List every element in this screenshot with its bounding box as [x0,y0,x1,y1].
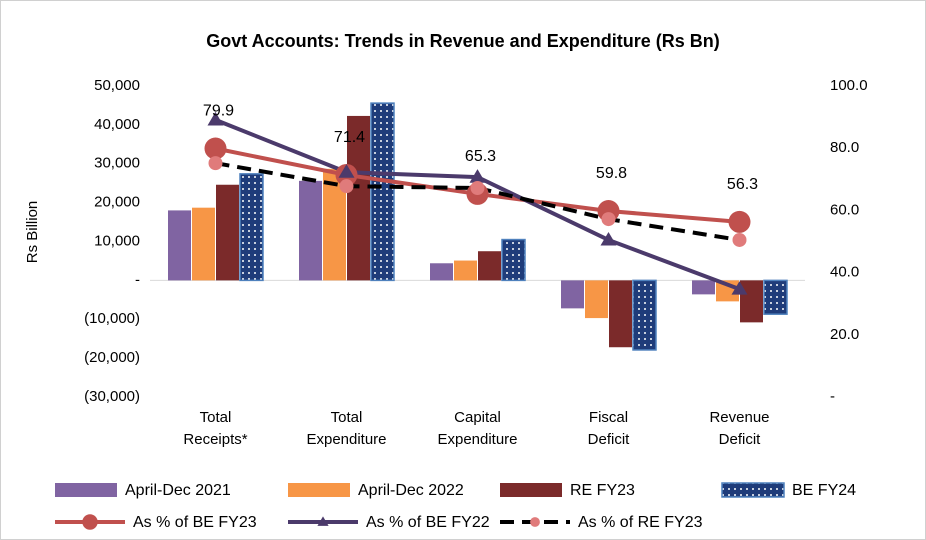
legend-label: BE FY24 [792,482,856,499]
y-tick-label: 20,000 [94,194,140,211]
line-marker [204,137,227,160]
bar [192,207,215,281]
bar [763,279,788,315]
bar [430,263,453,281]
bar [692,280,715,295]
bar [501,238,526,282]
bar [478,251,501,281]
data-label: 79.9 [203,103,234,120]
legend-marker [317,516,329,526]
legend-swatch [721,482,785,498]
y2-tick-label: 60.0 [830,201,859,218]
bar [585,280,608,319]
bar [740,280,763,323]
y-tick-label: (30,000) [84,388,140,405]
y2-tick-label: 20.0 [830,326,859,343]
y2-tick-label: 80.0 [830,139,859,156]
line-marker [338,164,355,178]
line-marker [728,210,751,233]
legend-swatch [288,483,350,497]
x-tick-label: Total [331,409,363,426]
bar [370,102,395,282]
x-tick-label: Receipts* [183,431,247,448]
data-label: 56.3 [727,176,758,193]
x-tick-label: Revenue [709,409,769,426]
y-tick-label: 10,000 [94,232,140,249]
y-tick-label: 50,000 [94,77,140,94]
line-marker [732,232,747,247]
x-tick-label: Total [200,409,232,426]
bar [168,210,191,281]
line-marker [600,231,617,246]
x-tick-label: Deficit [588,431,631,448]
legend-label: April-Dec 2021 [125,482,231,499]
line-marker [731,281,748,295]
line-marker [207,111,224,126]
x-tick-label: Deficit [719,431,762,448]
x-tick-label: Expenditure [306,431,386,448]
line-marker [339,179,354,194]
line-marker [469,169,486,183]
data-label: 65.3 [465,148,496,165]
bar [609,280,632,348]
y-axis-label: Rs Billion [24,201,41,264]
y-tick-label: (10,000) [84,310,140,327]
y-tick-label: - [135,271,140,288]
bar [239,173,264,282]
bar [347,115,370,281]
bar [216,184,239,281]
legend-label: As % of BE FY22 [366,514,490,531]
x-tick-label: Capital [454,409,501,426]
x-tick-label: Expenditure [437,431,517,448]
line-marker [208,156,223,171]
data-label: 59.8 [596,165,627,182]
data-label: 71.4 [334,129,365,146]
legend-swatch [55,483,117,497]
legend-label: As % of BE FY23 [133,514,257,531]
y-tick-label: 40,000 [94,116,140,133]
legend-label: April-Dec 2022 [358,482,464,499]
bar [561,280,584,309]
legend-label: RE FY23 [570,482,635,499]
x-tick-label: Fiscal [589,409,628,426]
y-tick-label: (20,000) [84,349,140,366]
chart-title: Govt Accounts: Trends in Revenue and Exp… [206,31,719,51]
bar [323,168,346,281]
bar [632,279,657,351]
line-marker [601,212,616,227]
legend-label: As % of RE FY23 [578,514,703,531]
y2-tick-label: 100.0 [830,77,868,94]
y2-tick-label: - [830,388,835,405]
legend-marker [530,517,540,527]
bar [454,260,477,281]
legend-marker [82,514,98,530]
bar [299,180,322,281]
y-tick-label: 30,000 [94,155,140,172]
line-marker [470,181,485,196]
y2-tick-label: 40.0 [830,264,859,281]
legend-swatch [500,483,562,497]
